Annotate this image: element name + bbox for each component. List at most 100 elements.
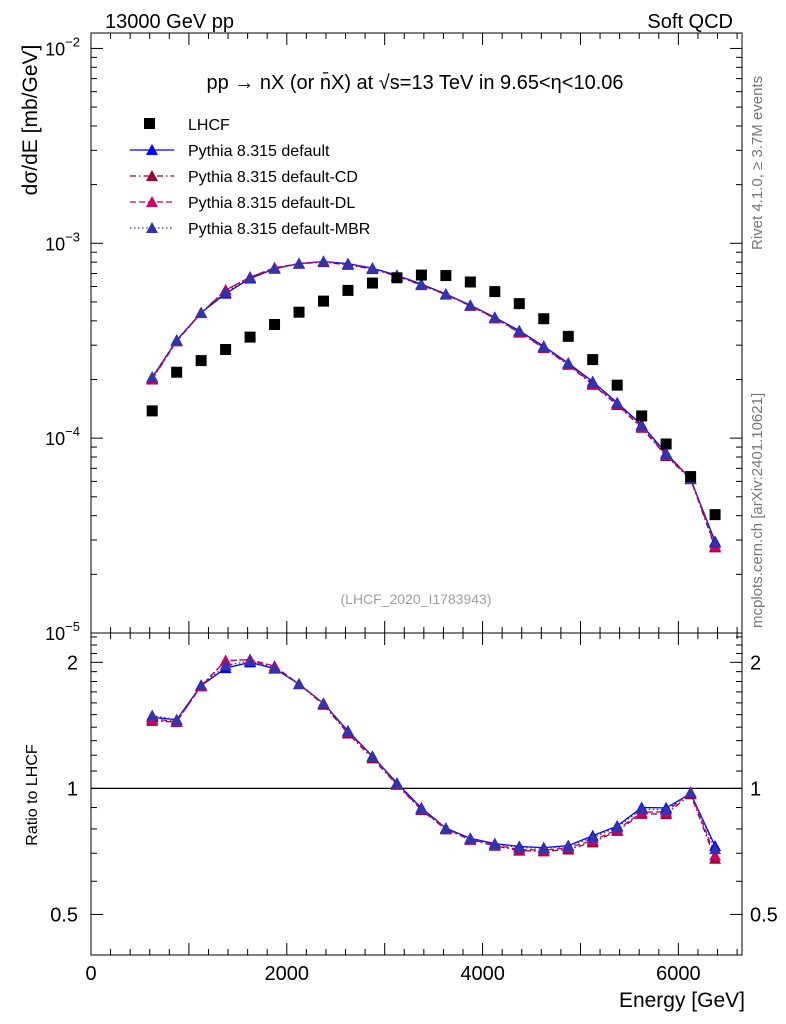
series-marker-3 <box>709 536 722 548</box>
side-label-top: Rivet 4.1.0, ≥ 3.7M events <box>749 76 766 250</box>
header-left: 13000 GeV pp <box>105 11 234 33</box>
data-point <box>415 269 427 281</box>
data-point <box>513 298 525 310</box>
legend-marker-2 <box>146 196 158 207</box>
ratio-tick-label-right: 0.5 <box>750 904 778 926</box>
ratio-line-2 <box>152 658 716 856</box>
ratio-marker-3 <box>146 709 159 721</box>
series-marker-3 <box>513 325 526 337</box>
data-point <box>709 509 721 521</box>
data-point <box>244 331 256 343</box>
ratio-marker-3 <box>513 841 526 853</box>
ratio-marker-3 <box>635 803 648 815</box>
data-point <box>685 471 697 483</box>
ratio-marker-3 <box>709 843 722 855</box>
header-right: Soft QCD <box>647 11 733 33</box>
series-marker-3 <box>244 271 257 283</box>
ratio-line-3 <box>152 660 716 850</box>
ratio-marker-3 <box>660 803 673 815</box>
ratio-marker-3 <box>244 654 257 666</box>
legend-label-data: LHCF <box>188 117 230 134</box>
tick-labels: 0 2000 4000 6000 10−5 10−4 10−3 10−2 0.5 0.5 1 1 2 2 <box>45 34 778 985</box>
data-point <box>587 354 599 366</box>
legend-marker-3 <box>146 222 158 233</box>
legend-marker-1 <box>146 170 158 181</box>
data-point <box>660 438 672 450</box>
series-marker-3 <box>415 278 428 290</box>
series-line-3 <box>151 260 716 544</box>
data-point <box>342 284 354 296</box>
series-marker-3 <box>341 257 354 269</box>
data-point <box>538 313 550 325</box>
x-tick-label: 6000 <box>656 963 701 985</box>
y-tick-label: 10−3 <box>45 229 80 254</box>
data-point <box>293 306 305 318</box>
data-point <box>171 366 183 378</box>
side-label-bottom: mcplots.cern.ch [arXiv:2401.10621] <box>749 393 766 628</box>
axis-ticks <box>90 33 742 956</box>
series-marker-3 <box>464 299 477 311</box>
series-marker-3 <box>562 357 575 369</box>
data-point <box>562 330 574 342</box>
series-marker-3 <box>170 334 183 346</box>
legend-label-0: Pythia 8.315 default <box>188 143 330 160</box>
data-point <box>636 410 648 422</box>
legend-marker-0 <box>146 144 158 155</box>
ratio-marker-3 <box>219 659 232 671</box>
series-marker-3 <box>146 370 159 382</box>
legend-marker-data <box>144 118 155 129</box>
legend: LHCF Pythia 8.315 default Pythia 8.315 def… <box>130 117 370 238</box>
ratio-tick-label: 0.5 <box>50 904 78 926</box>
series-marker-3 <box>219 286 232 298</box>
ratio-marker-3 <box>170 713 183 725</box>
ratio-marker-3 <box>488 838 501 850</box>
data-point <box>195 355 207 367</box>
data-point <box>220 344 232 356</box>
series-line-0 <box>151 260 716 542</box>
ratio-y-axis-label: Ratio to LHCF <box>24 744 41 846</box>
plot-title: pp → nX (or n̄X) at √s=13 TeV in 9.65<η<… <box>207 71 624 94</box>
ratio-marker-3 <box>439 822 452 834</box>
ratio-line-1 <box>152 658 716 860</box>
ratio-marker-3 <box>341 725 354 737</box>
y-tick-label: 10−4 <box>45 424 80 449</box>
data-point <box>146 405 158 417</box>
ratio-marker-3 <box>390 777 403 789</box>
series-marker-3 <box>195 306 208 318</box>
ratio-marker-3 <box>464 832 477 844</box>
ratio-marker-3 <box>611 821 624 833</box>
series-marker-3 <box>293 257 306 269</box>
data-point <box>611 379 623 391</box>
x-tick-label: 0 <box>85 963 96 985</box>
x-tick-label: 4000 <box>460 963 505 985</box>
data-point <box>464 276 476 288</box>
ratio-tick-label: 1 <box>67 778 78 800</box>
ratio-tick-label: 2 <box>67 652 78 674</box>
x-tick-label: 2000 <box>265 963 310 985</box>
ratio-tick-label-right: 1 <box>750 778 761 800</box>
series-marker-3 <box>635 419 648 431</box>
series-marker-3 <box>660 447 673 459</box>
ratio-plot-frame <box>90 632 743 956</box>
series-marker-3 <box>268 262 281 274</box>
ratio-marker-3 <box>317 697 330 709</box>
series-lines <box>151 260 716 860</box>
data-point <box>391 272 403 284</box>
legend-label-2: Pythia 8.315 default-DL <box>188 195 355 212</box>
y-tick-label: 10−2 <box>45 34 80 59</box>
legend-label-1: Pythia 8.315 default-CD <box>188 169 358 186</box>
series-marker-3 <box>317 255 330 267</box>
series-marker-3 <box>611 397 624 409</box>
ratio-marker-3 <box>195 679 208 691</box>
series-line-1 <box>151 261 716 548</box>
y-axis-label: dσ/dE [mb/GeV] <box>19 45 42 196</box>
data-point <box>489 286 501 298</box>
analysis-watermark: (LHCF_2020_I1783943) <box>341 591 492 607</box>
series-marker-3 <box>537 340 550 352</box>
series-marker-3 <box>366 262 379 274</box>
series-marker-3 <box>439 288 452 300</box>
ratio-marker-3 <box>562 840 575 852</box>
ratio-marker-3 <box>537 842 550 854</box>
series-marker-3 <box>586 376 599 388</box>
data-point <box>366 277 378 289</box>
